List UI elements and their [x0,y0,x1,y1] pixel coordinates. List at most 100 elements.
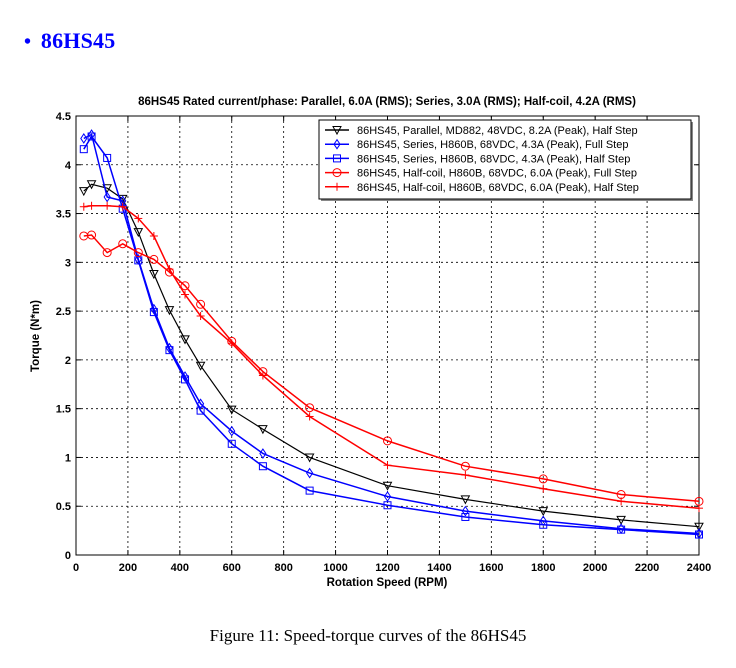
data-point [196,406,205,415]
data-point [196,299,206,309]
y-axis-ticks: 0 0.5 1 1.5 2 2.5 3 3.5 4 4.5 [56,111,699,562]
heading-text: 86HS45 [40,28,116,53]
x-tick-label: 1000 [323,562,347,574]
data-point [79,202,88,211]
series-4 [79,201,703,513]
data-point [383,501,392,510]
legend-entry: 86HS45, Parallel, MD882, 48VDC, 8.2A (Pe… [325,125,638,137]
section-heading: • 86HS45 [24,28,115,54]
data-point [103,191,111,203]
series-2 [79,132,703,539]
data-point [149,308,158,317]
data-point [460,495,471,505]
y-tick-label: 0 [65,550,71,562]
series-line [83,135,700,536]
data-point [258,425,268,435]
data-point [164,306,175,316]
data-point [195,361,206,371]
x-tick-label: 800 [274,562,292,574]
data-point [460,461,470,471]
data-point [118,239,128,249]
series-line [83,234,700,503]
y-tick-label: 1.5 [56,404,71,416]
data-point [617,497,626,506]
legend-label: 86HS45, Half-coil, H860B, 68VDC, 6.0A (P… [357,182,639,194]
data-point [103,153,112,162]
legend-marker [333,182,341,191]
data-point [616,515,626,525]
data-point [165,346,174,355]
x-tick-label: 1400 [427,562,451,574]
y-tick-label: 3.5 [56,209,71,221]
data-point [461,471,470,480]
data-point [259,448,267,459]
data-point [258,462,267,471]
legend-entry: 86HS45, Series, H860B, 68VDC, 4.3A (Peak… [325,153,630,165]
y-tick-label: 4 [65,160,72,172]
data-point [118,202,127,211]
data-point [382,481,393,491]
data-point [196,398,205,410]
data-point [306,467,314,479]
data-point [149,231,158,240]
legend-marker [332,126,342,136]
y-tick-label: 0.5 [56,501,71,513]
data-point [617,525,626,534]
data-point [538,507,549,517]
data-point [695,504,703,513]
data-point [258,371,267,380]
legend-entry: 86HS45, Series, H860B, 68VDC, 4.3A (Peak… [325,138,628,151]
legend-box [318,119,692,200]
data-point [461,505,469,517]
data-point [383,436,392,446]
data-point [86,180,97,190]
x-tick-label: 600 [223,562,241,574]
y-tick-label: 2 [65,355,71,367]
x-tick-label: 2400 [687,562,711,574]
data-point [228,425,236,437]
data-point [538,474,548,484]
legend-entry: 86HS45, Half-coil, H860B, 68VDC, 6.0A (P… [325,168,637,180]
x-tick-label: 1600 [479,562,503,574]
x-tick-label: 2000 [583,562,607,574]
x-tick-label: 1800 [531,562,555,574]
data-point [87,132,96,141]
data-point [226,405,237,415]
data-point [149,254,159,264]
series-1 [80,129,703,539]
data-point [180,281,190,291]
data-point [383,491,392,502]
data-point [180,335,190,345]
series-line [83,133,700,535]
data-point [165,265,174,274]
x-tick-label: 1200 [375,562,399,574]
data-point [304,453,315,463]
data-point [149,270,159,280]
data-point [79,145,88,154]
legend-label: 86HS45, Series, H860B, 68VDC, 4.3A (Peak… [357,139,628,151]
legend-entry: 86HS45, Half-coil, H860B, 68VDC, 6.0A (P… [325,182,639,194]
data-point [305,486,314,495]
y-tick-label: 2.5 [56,306,71,318]
x-tick-label: 400 [171,562,189,574]
series-line [83,183,700,528]
data-point [305,412,314,421]
data-point [80,133,88,144]
data-point [87,201,96,210]
y-tick-label: 1 [65,452,71,464]
data-point [134,214,143,223]
data-point [87,230,97,240]
data-point [102,248,112,258]
data-point [181,375,190,384]
data-point [461,512,470,521]
legend-label: 86HS45, Parallel, MD882, 48VDC, 8.2A (Pe… [357,125,638,137]
y-tick-label: 3 [65,257,71,269]
data-point [383,461,392,470]
legend-label: 86HS45, Series, H860B, 68VDC, 4.3A (Peak… [357,153,630,165]
data-point [539,484,548,493]
data-point [78,187,89,197]
legend-label: 86HS45, Half-coil, H860B, 68VDC, 6.0A (P… [357,168,637,180]
data-point [227,439,236,448]
legend-marker [332,168,342,178]
data-point [695,530,703,539]
